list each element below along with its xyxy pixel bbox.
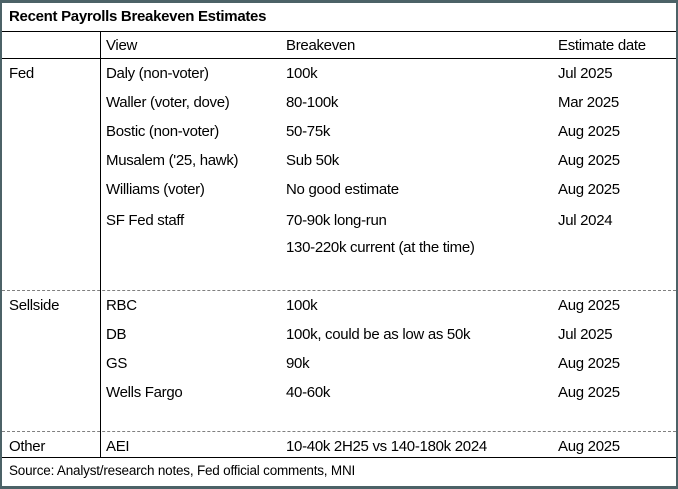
section-other: Other AEI 10-40k 2H25 vs 140-180k 2024 A… — [2, 432, 676, 458]
view-cell: GS — [106, 355, 128, 372]
group-column-divider — [100, 32, 101, 458]
estimate-date-cell: Aug 2025 — [558, 438, 620, 455]
table-row: Fed Daly (non-voter) 100k Jul 2025 — [2, 59, 676, 88]
view-cell: RBC — [106, 297, 137, 314]
view-cell: DB — [106, 326, 127, 343]
estimate-date-cell: Mar 2025 — [558, 94, 619, 111]
breakeven-cell: 10-40k 2H25 vs 140-180k 2024 — [286, 438, 487, 455]
breakeven-cell: 70-90k long-run — [286, 211, 387, 229]
table-row: Bostic (non-voter) 50-75k Aug 2025 — [2, 117, 676, 146]
group-label: Sellside — [9, 297, 60, 314]
table-row: Wells Fargo 40-60k Aug 2025 — [2, 378, 676, 407]
header-estimate-date-cell: Estimate date — [558, 36, 646, 54]
view-cell: AEI — [106, 438, 130, 455]
table-row: GS 90k Aug 2025 — [2, 349, 676, 378]
table-row: DB 100k, could be as low as 50k Jul 2025 — [2, 320, 676, 349]
header-breakeven-cell: Breakeven — [286, 36, 356, 54]
breakeven-cell: 80-100k — [286, 94, 339, 111]
estimate-date-cell: Aug 2025 — [558, 384, 620, 401]
estimate-date-cell: Jul 2024 — [558, 211, 613, 229]
section-sellside: Sellside RBC 100k Aug 2025 DB 100k, coul… — [2, 291, 676, 432]
table-title: Recent Payrolls Breakeven Estimates — [2, 3, 676, 32]
section-fed: Fed Daly (non-voter) 100k Jul 2025 Walle… — [2, 59, 676, 291]
estimate-date-cell: Jul 2025 — [558, 65, 613, 82]
breakeven-cell: 40-60k — [286, 384, 331, 401]
table-row: Sellside RBC 100k Aug 2025 — [2, 291, 676, 320]
view-cell: Bostic (non-voter) — [106, 123, 219, 140]
view-cell: SF Fed staff — [106, 211, 184, 229]
breakeven-cell: No good estimate — [286, 181, 399, 198]
view-cell: Daly (non-voter) — [106, 65, 209, 82]
table-row: Williams (voter) No good estimate Aug 20… — [2, 175, 676, 204]
estimate-date-cell: Jul 2025 — [558, 326, 613, 343]
column-header-row: View Breakeven Estimate date — [2, 32, 676, 59]
estimate-date-cell: Aug 2025 — [558, 123, 620, 140]
table-row: Waller (voter, dove) 80-100k Mar 2025 — [2, 88, 676, 117]
view-cell: Wells Fargo — [106, 384, 183, 401]
breakeven-cell: Sub 50k — [286, 152, 339, 169]
table-row: 130-220k current (at the time) — [2, 233, 676, 262]
view-cell: Waller (voter, dove) — [106, 94, 230, 111]
group-label: Other — [9, 438, 46, 455]
breakeven-cell: 100k, could be as low as 50k — [286, 326, 471, 343]
header-view-cell: View — [106, 36, 138, 54]
breakeven-cell: 100k — [286, 297, 318, 314]
estimate-date-cell: Aug 2025 — [558, 152, 620, 169]
breakeven-cell: 100k — [286, 65, 318, 82]
source-note: Source: Analyst/research notes, Fed offi… — [9, 463, 356, 478]
estimate-date-cell: Aug 2025 — [558, 181, 620, 198]
breakeven-cell: 50-75k — [286, 123, 331, 140]
breakeven-cell: 90k — [286, 355, 310, 372]
table-row: SF Fed staff 70-90k long-run Jul 2024 — [2, 207, 676, 233]
view-cell: Musalem ('25, hawk) — [106, 152, 239, 169]
breakeven-cell: 130-220k current (at the time) — [286, 239, 475, 256]
table-row: Musalem ('25, hawk) Sub 50k Aug 2025 — [2, 146, 676, 175]
view-cell: Williams (voter) — [106, 181, 205, 198]
estimate-date-cell: Aug 2025 — [558, 297, 620, 314]
estimate-date-cell: Aug 2025 — [558, 355, 620, 372]
table-row: Other AEI 10-40k 2H25 vs 140-180k 2024 A… — [2, 432, 676, 457]
group-label: Fed — [9, 65, 34, 82]
